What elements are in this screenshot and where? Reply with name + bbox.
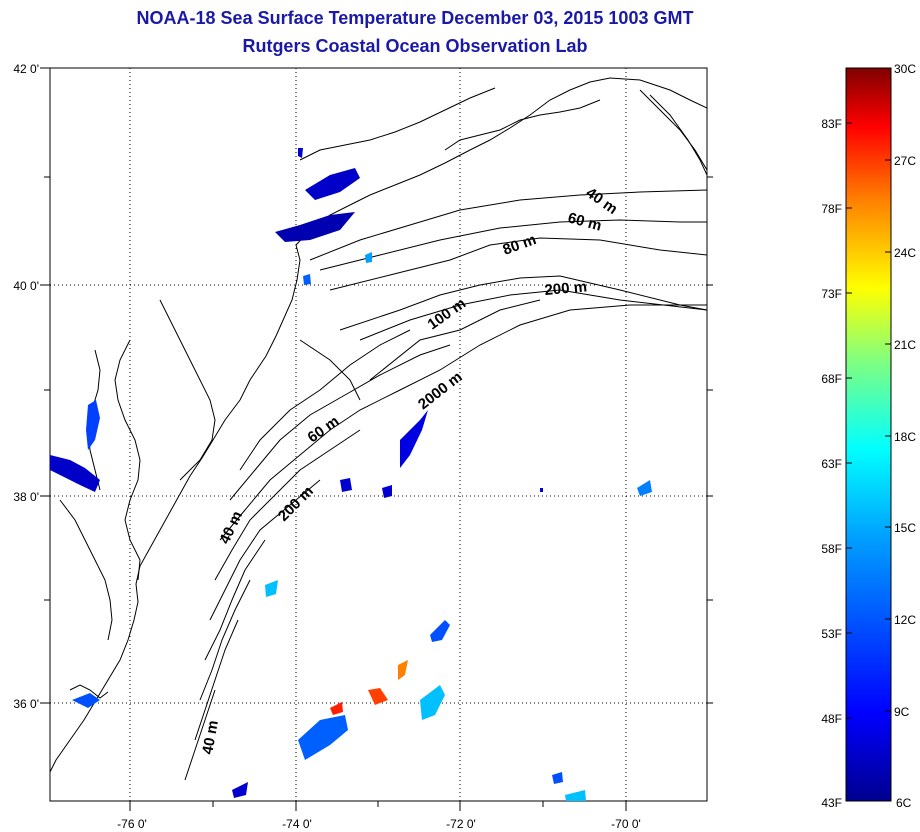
colorbar-fahrenheit-label: 53F [821,627,842,641]
colorbar-fahrenheit-label: 48F [821,712,842,726]
latitude-label: 42 0' [13,62,39,76]
colorbar-celsius-label: 6C [896,796,912,810]
latitude-label: 38 0' [13,490,39,504]
colorbar-celsius-label: 24C [894,246,916,260]
longitude-label: -72 0' [446,817,476,831]
colorbar [845,67,892,802]
contour-label: 200 m [544,278,588,299]
colorbar-celsius-label: 15C [894,521,916,535]
colorbar-fahrenheit-label: 43F [821,796,842,810]
longitude-label: -76 0' [117,817,147,831]
colorbar-fahrenheit-label: 68F [821,372,842,386]
colorbar-celsius-label: 9C [894,705,910,719]
bathymetry-contours [184,89,707,781]
colorbar-fahrenheit-label: 63F [821,457,842,471]
map-frame [49,67,708,802]
colorbar-celsius-label: 30C [894,62,916,76]
colorbar-ticks [846,67,891,719]
colorbar-fahrenheit-label: 83F [821,117,842,131]
map-subtitle: Rutgers Coastal Ocean Observation Lab [242,36,588,56]
coastline [50,77,707,773]
frame-ticks [40,67,713,811]
colorbar-celsius-label: 18C [894,430,916,444]
colorbar-celsius-label: 27C [894,154,916,168]
colorbar-fahrenheit-label: 78F [821,202,842,216]
latitude-label: 40 0' [13,279,39,293]
contour-label: 40 m [199,719,222,756]
colorbar-celsius-label: 21C [894,338,916,352]
sst-data-patches [50,148,652,801]
colorbar-celsius-label: 12C [894,613,916,627]
longitude-label: -70 0' [611,817,641,831]
colorbar-fahrenheit-label: 58F [821,542,842,556]
map-title: NOAA-18 Sea Surface Temperature December… [136,8,694,28]
longitude-label: -74 0' [282,817,312,831]
latitude-label: 36 0' [13,697,39,711]
colorbar-fahrenheit-label: 73F [821,287,842,301]
